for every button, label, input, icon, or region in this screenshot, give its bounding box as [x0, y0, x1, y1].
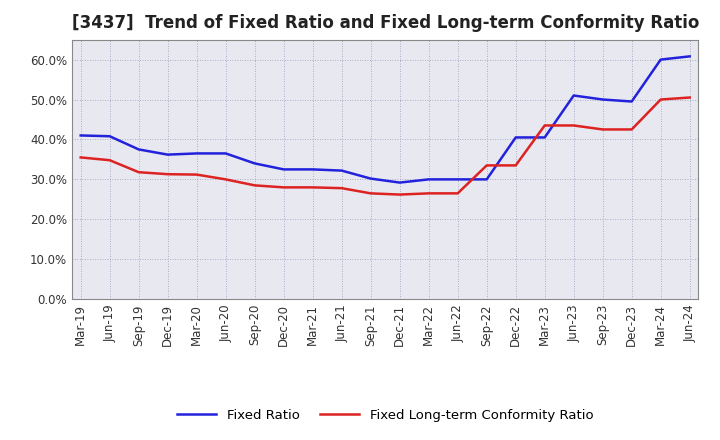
Fixed Long-term Conformity Ratio — [395, 192, 404, 197]
Title: [3437]  Trend of Fixed Ratio and Fixed Long-term Conformity Ratio: [3437] Trend of Fixed Ratio and Fixed Lo… — [71, 15, 699, 33]
Fixed Ratio — [308, 167, 317, 172]
Fixed Ratio — [251, 161, 259, 166]
Fixed Long-term Conformity Ratio — [482, 163, 491, 168]
Fixed Ratio — [192, 151, 201, 156]
Fixed Long-term Conformity Ratio — [105, 158, 114, 163]
Fixed Long-term Conformity Ratio — [308, 185, 317, 190]
Fixed Ratio — [279, 167, 288, 172]
Fixed Long-term Conformity Ratio — [424, 191, 433, 196]
Fixed Long-term Conformity Ratio — [454, 191, 462, 196]
Fixed Long-term Conformity Ratio — [192, 172, 201, 177]
Fixed Long-term Conformity Ratio — [657, 97, 665, 102]
Fixed Long-term Conformity Ratio — [570, 123, 578, 128]
Fixed Ratio — [482, 177, 491, 182]
Fixed Long-term Conformity Ratio — [598, 127, 607, 132]
Fixed Ratio — [570, 93, 578, 98]
Fixed Ratio — [541, 135, 549, 140]
Fixed Long-term Conformity Ratio — [279, 185, 288, 190]
Fixed Ratio — [657, 57, 665, 62]
Fixed Ratio — [105, 134, 114, 139]
Fixed Ratio — [598, 97, 607, 102]
Fixed Ratio — [221, 151, 230, 156]
Fixed Long-term Conformity Ratio — [163, 172, 172, 177]
Fixed Ratio — [366, 176, 375, 181]
Fixed Ratio — [76, 133, 85, 138]
Fixed Long-term Conformity Ratio — [76, 155, 85, 160]
Fixed Long-term Conformity Ratio — [511, 163, 520, 168]
Fixed Ratio — [685, 54, 694, 59]
Fixed Long-term Conformity Ratio — [338, 186, 346, 191]
Fixed Ratio — [135, 147, 143, 152]
Fixed Ratio — [627, 99, 636, 104]
Fixed Long-term Conformity Ratio — [685, 95, 694, 100]
Fixed Ratio — [454, 177, 462, 182]
Fixed Long-term Conformity Ratio — [221, 177, 230, 182]
Fixed Long-term Conformity Ratio — [366, 191, 375, 196]
Fixed Long-term Conformity Ratio — [135, 169, 143, 175]
Fixed Long-term Conformity Ratio — [251, 183, 259, 188]
Fixed Ratio — [395, 180, 404, 185]
Line: Fixed Ratio: Fixed Ratio — [81, 56, 690, 183]
Line: Fixed Long-term Conformity Ratio: Fixed Long-term Conformity Ratio — [81, 98, 690, 194]
Fixed Ratio — [511, 135, 520, 140]
Legend: Fixed Ratio, Fixed Long-term Conformity Ratio: Fixed Ratio, Fixed Long-term Conformity … — [171, 403, 599, 428]
Fixed Ratio — [163, 152, 172, 157]
Fixed Ratio — [338, 168, 346, 173]
Fixed Ratio — [424, 177, 433, 182]
Fixed Long-term Conformity Ratio — [541, 123, 549, 128]
Fixed Long-term Conformity Ratio — [627, 127, 636, 132]
